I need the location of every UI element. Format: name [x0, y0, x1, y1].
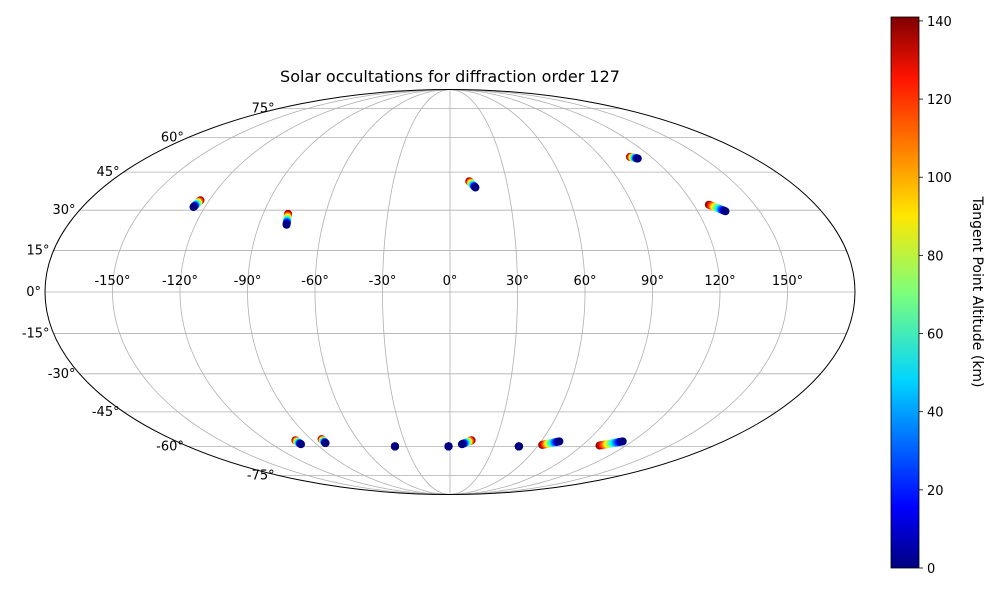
grid-line-lon	[449, 89, 721, 495]
grid-line-lon	[179, 89, 451, 495]
occultation-track	[625, 152, 642, 163]
colorbar-ticks: 0 20 40 60 80 100 120 140	[919, 15, 952, 577]
y-tick-label: 30°	[52, 203, 75, 218]
occultation-track	[465, 177, 480, 192]
occultation-track	[291, 436, 306, 449]
data-point	[444, 442, 453, 451]
data-point	[555, 437, 564, 446]
map-boundary	[44, 89, 856, 495]
grid-line-lon	[449, 89, 518, 495]
occultation-track	[457, 436, 476, 449]
occultation-track	[595, 437, 627, 450]
y-tick-label: -15°	[22, 326, 50, 341]
x-tick-label: -120°	[162, 274, 198, 289]
data-point	[633, 154, 642, 163]
colorbar-tick-label: 60	[927, 328, 944, 343]
latitude-labels: -75° -60° -45° -30° -15° 0° 15° 30° 45° 60° 75°	[22, 102, 275, 484]
data-point	[321, 439, 330, 448]
y-tick-label: 15°	[27, 244, 50, 259]
x-tick-label: 0°	[443, 274, 458, 289]
x-tick-label: -60°	[301, 274, 329, 289]
y-tick-label: -60°	[156, 439, 184, 454]
x-tick-label: 90°	[641, 274, 664, 289]
colorbar-tick-label: 40	[927, 406, 944, 421]
x-tick-label: 60°	[573, 274, 596, 289]
x-tick-label: -30°	[369, 274, 397, 289]
grid-line-lon	[449, 89, 653, 495]
occultation-track	[704, 200, 730, 216]
longitude-labels: -150° -120° -90° -60° -30° 0° 30° 60° 90° 120° 150…	[94, 274, 803, 289]
occultation-track	[444, 442, 453, 451]
colorbar-tick-label: 80	[927, 249, 944, 264]
occultation-track	[514, 442, 523, 451]
grid-line-lon	[314, 89, 451, 495]
y-tick-label: 0°	[26, 285, 41, 300]
graticule	[45, 89, 855, 495]
grid-line-lon	[247, 89, 451, 495]
x-tick-label: 150°	[772, 274, 803, 289]
occultation-track	[282, 209, 293, 229]
x-tick-label: 120°	[704, 274, 735, 289]
occultation-track	[317, 435, 330, 448]
y-tick-label: 75°	[252, 102, 275, 117]
colorbar-tick-label: 0	[927, 562, 935, 577]
data-point	[390, 442, 399, 451]
colorbar-tick-label: 100	[927, 171, 952, 186]
data-point	[457, 440, 466, 449]
data-point	[471, 183, 480, 192]
colorbar-tick-label: 20	[927, 484, 944, 499]
x-tick-label: -150°	[94, 274, 130, 289]
data-point	[721, 207, 730, 216]
data-point	[282, 220, 291, 229]
colorbar-tick-label: 140	[927, 15, 952, 30]
y-tick-label: -75°	[247, 468, 275, 483]
y-tick-label: -30°	[48, 367, 76, 382]
colorbar-label: Tangent Point Altitude (km)	[969, 195, 985, 387]
colorbar	[890, 16, 920, 569]
occultation-points	[189, 152, 730, 451]
y-tick-label: 45°	[97, 165, 120, 180]
x-tick-label: -90°	[234, 274, 262, 289]
grid-line-lon	[449, 89, 586, 495]
occultation-track	[538, 437, 564, 449]
colorbar-tick-label: 120	[927, 93, 952, 108]
y-tick-label: -45°	[92, 405, 120, 420]
data-point	[189, 203, 198, 212]
data-point	[514, 442, 523, 451]
y-tick-label: 60°	[161, 131, 184, 146]
grid-line-lon	[382, 89, 451, 495]
occultation-track	[390, 442, 399, 451]
data-point	[618, 437, 627, 446]
data-point	[297, 440, 306, 449]
grid-line-lon	[449, 89, 788, 495]
grid-line-lon	[112, 89, 451, 495]
x-tick-label: 30°	[506, 274, 529, 289]
occultation-track	[189, 196, 205, 212]
chart-title: Solar occultations for diffraction order…	[280, 67, 620, 86]
